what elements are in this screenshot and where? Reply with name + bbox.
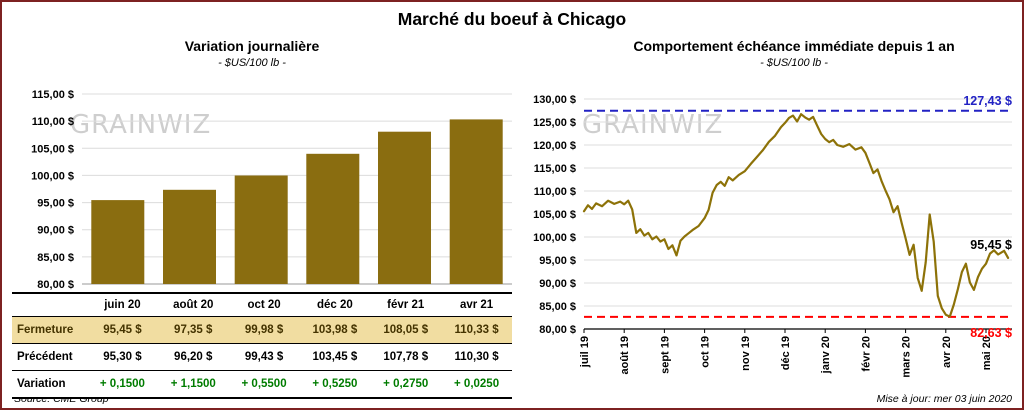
x-axis-label: mars 20 bbox=[901, 336, 913, 378]
row-label: Fermeture bbox=[17, 324, 74, 336]
line-y-axis-label: 120,00 $ bbox=[533, 140, 576, 152]
month-header: juin 20 bbox=[104, 299, 141, 311]
x-axis-label: oct 19 bbox=[700, 336, 712, 368]
bar-févr 21 bbox=[378, 131, 431, 284]
page-title: Marché du boeuf à Chicago bbox=[397, 9, 627, 29]
line-y-axis-label: 105,00 $ bbox=[533, 209, 576, 221]
cell: 99,98 $ bbox=[244, 324, 284, 336]
cell: 103,45 $ bbox=[312, 351, 358, 363]
x-axis-label: sept 19 bbox=[659, 336, 671, 374]
cell: 107,78 $ bbox=[383, 351, 429, 363]
cell: 95,30 $ bbox=[103, 351, 142, 363]
cell: + 0,5500 bbox=[241, 378, 287, 390]
line-y-axis-label: 80,00 $ bbox=[539, 324, 576, 336]
table-row-fermeture: Fermeture 95,45 $ 97,35 $ 99,98 $ 103,98 $ 10… bbox=[12, 316, 512, 344]
price-table: juin 20 août 20 oct 20 déc 20 févr 21 avr 21 F… bbox=[12, 292, 512, 399]
x-axis-label: nov 19 bbox=[740, 336, 752, 371]
bar-avr 21 bbox=[449, 119, 503, 285]
bar-y-axis-label: 80,00 $ bbox=[37, 279, 74, 291]
x-axis-label: août 19 bbox=[619, 336, 631, 375]
line-chart-subtitle: - $US/100 lb - bbox=[760, 57, 828, 69]
bar-juin 20 bbox=[91, 200, 145, 284]
cell: + 0,2750 bbox=[383, 378, 429, 390]
line-y-axis-label: 130,00 $ bbox=[533, 94, 576, 106]
bar-y-axis-label: 100,00 $ bbox=[31, 170, 74, 182]
bar-y-axis-label: 85,00 $ bbox=[37, 252, 74, 264]
bar-chart-svg: 80,00 $ 85,00 $ 90,00 $ 95,00 $ 100,00 $ 105,… bbox=[31, 89, 512, 291]
cell: + 0,5250 bbox=[312, 378, 358, 390]
month-header: févr 21 bbox=[387, 299, 425, 311]
line-chart-svg: 80,00 $ 85,00 $ 90,00 $ 95,00 $ 100,00 $ 105,… bbox=[533, 94, 1012, 378]
immediate-expiry-panel: Comportement échéance immédiate depuis 1… bbox=[520, 38, 1018, 404]
cell: + 0,0250 bbox=[454, 378, 500, 390]
cell: 103,98 $ bbox=[312, 324, 358, 336]
x-axis-label: juil 19 bbox=[579, 336, 591, 368]
line-y-axis-label: 95,00 $ bbox=[539, 255, 576, 267]
x-axis-label: déc 19 bbox=[780, 336, 792, 370]
cell: 95,45 $ bbox=[103, 324, 142, 336]
low-value-label: 82,63 $ bbox=[970, 326, 1012, 340]
x-axis-label: janv 20 bbox=[820, 336, 832, 374]
high-value-label: 127,43 $ bbox=[963, 94, 1012, 108]
grainwiz-watermark-left: GRAINWIZ bbox=[70, 110, 212, 140]
cell: 110,30 $ bbox=[454, 351, 499, 363]
price-line bbox=[582, 113, 1010, 318]
table-row-variation: Variation + 0,1500 + 1,1500 + 0,5500 + 0,525… bbox=[12, 371, 512, 398]
month-header: déc 20 bbox=[316, 299, 353, 311]
line-y-axis-label: 85,00 $ bbox=[539, 301, 576, 313]
row-label: Précédent bbox=[17, 351, 73, 363]
month-header: avr 21 bbox=[459, 299, 494, 311]
months-header-row: juin 20 août 20 oct 20 déc 20 févr 21 avr 21 bbox=[12, 293, 512, 317]
cell: + 1,1500 bbox=[170, 378, 216, 390]
bar-y-axis-label: 90,00 $ bbox=[37, 225, 74, 237]
x-axis-label: mai 20 bbox=[981, 336, 993, 370]
last-price-label: 95,45 $ bbox=[970, 238, 1012, 252]
cell: + 0,1500 bbox=[99, 378, 145, 390]
line-y-axis-label: 90,00 $ bbox=[539, 278, 576, 290]
bar-y-axis-label: 95,00 $ bbox=[37, 198, 74, 210]
bar-déc 20 bbox=[306, 153, 360, 284]
bar-y-axis-label: 115,00 $ bbox=[32, 89, 74, 101]
x-axis-label: avr 20 bbox=[941, 336, 953, 368]
table-corner bbox=[12, 293, 87, 317]
bar-chart-subtitle: - $US/100 lb - bbox=[218, 57, 286, 69]
bar-y-axis-label: 105,00 $ bbox=[31, 143, 74, 155]
bar-y-axis-label: 110,00 $ bbox=[32, 116, 74, 128]
line-y-axis-label: 125,00 $ bbox=[533, 117, 576, 129]
bar-août 20 bbox=[163, 189, 216, 284]
table-row-precedent: Précédent 95,30 $ 96,20 $ 99,43 $ 103,45 $ 10… bbox=[12, 344, 512, 371]
row-label: Variation bbox=[17, 378, 66, 390]
line-y-axis-label: 110,00 $ bbox=[534, 186, 576, 198]
bar-oct 20 bbox=[234, 175, 288, 284]
daily-variation-panel: Variation journalière - $US/100 lb - GRA… bbox=[12, 38, 517, 404]
line-y-axis-label: 100,00 $ bbox=[533, 232, 576, 244]
month-header: août 20 bbox=[173, 299, 214, 311]
month-header: oct 20 bbox=[247, 299, 281, 311]
bar-chart-title: Variation journalière bbox=[184, 38, 320, 54]
cell: 97,35 $ bbox=[174, 324, 213, 336]
x-axis-label: févr 20 bbox=[860, 336, 872, 371]
line-chart-title: Comportement échéance immédiate depuis 1… bbox=[633, 38, 955, 54]
cell: 99,43 $ bbox=[244, 351, 284, 363]
line-y-axis-label: 115,00 $ bbox=[534, 163, 576, 175]
update-date: Mise à jour: mer 03 juin 2020 bbox=[876, 393, 1012, 405]
cell: 96,20 $ bbox=[174, 351, 213, 363]
grainwiz-watermark-right: GRAINWIZ bbox=[582, 110, 724, 140]
cell: 108,05 $ bbox=[383, 324, 429, 336]
cell: 110,33 $ bbox=[454, 324, 499, 336]
